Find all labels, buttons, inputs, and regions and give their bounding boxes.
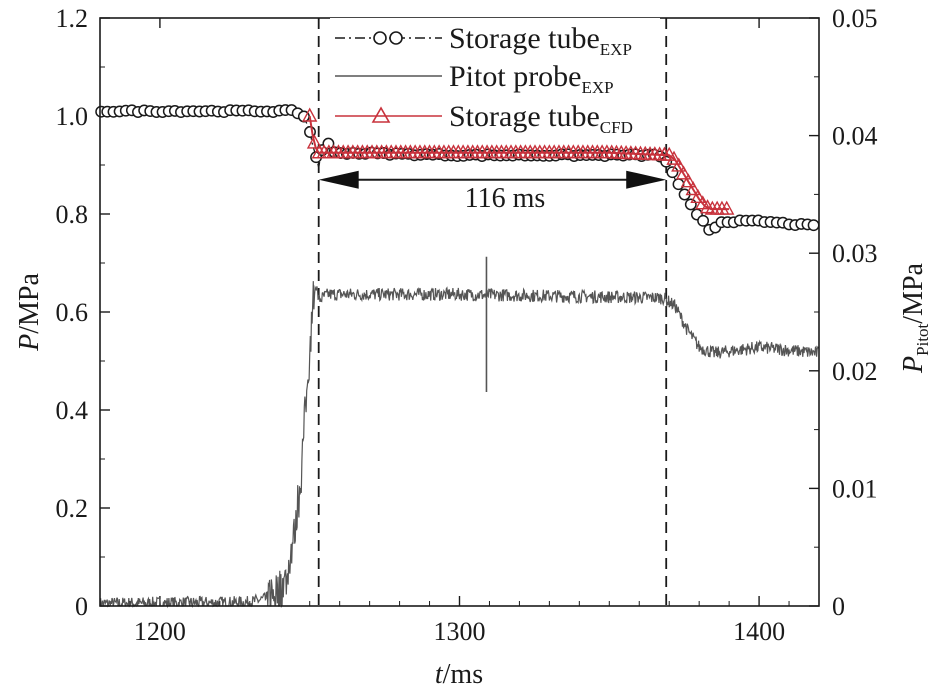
x-axis-title: t/ms bbox=[435, 659, 483, 690]
legend-item-pitot-probe: Pitot probeEXP bbox=[335, 60, 614, 97]
y-right-tick-label: 0.01 bbox=[832, 474, 878, 503]
legend-name-storage-tube-cfd: Storage tube bbox=[449, 100, 600, 133]
y-left-tick-label: 1.0 bbox=[56, 102, 89, 131]
y-left-axis-title-var: P bbox=[14, 334, 45, 352]
duration-arrow-head-right bbox=[626, 170, 667, 189]
legend-sub-storage-tube-cfd: CFD bbox=[600, 118, 633, 137]
y-right-axis-title-unit: /MPa bbox=[898, 262, 929, 323]
y-right-axis-title-sub: Pitot bbox=[913, 323, 932, 355]
legend-sub-storage-tube-exp: EXP bbox=[600, 40, 632, 59]
legend-item-storage-tube-exp: Storage tubeEXP bbox=[335, 22, 632, 59]
y-left-tick-label: 0.8 bbox=[56, 200, 89, 229]
x-tick-label: 1200 bbox=[134, 617, 186, 646]
legend-label-pitot-probe: Pitot probeEXP bbox=[449, 60, 614, 97]
storage-tube-exp-point bbox=[666, 166, 679, 179]
storage-tube-exp-point bbox=[697, 214, 710, 227]
y-left-axis-title-unit: /MPa bbox=[14, 273, 45, 334]
storage-tube-exp-point bbox=[684, 198, 697, 211]
storage-tube-exp-point bbox=[672, 178, 685, 191]
y-right-tick-label: 0.02 bbox=[832, 357, 878, 386]
legend-swatch-cfd-marker bbox=[371, 106, 391, 123]
x-tick-label: 1400 bbox=[733, 617, 785, 646]
legend-name-storage-tube-exp: Storage tube bbox=[449, 22, 600, 55]
y-left-tick-label: 0.2 bbox=[56, 494, 89, 523]
y-right-axis-title-var: P bbox=[898, 356, 929, 374]
y-right-tick-label: 0.04 bbox=[832, 122, 878, 151]
duration-arrow-head-left bbox=[318, 170, 359, 189]
storage-tube-cfd-series bbox=[302, 107, 735, 215]
y-left-tick-label: 0.6 bbox=[56, 298, 89, 327]
x-axis-title-unit: /ms bbox=[443, 659, 483, 690]
storage-tube-cfd-point bbox=[302, 107, 318, 122]
y-left-axis-title: P/MPa bbox=[14, 273, 45, 352]
pitot-probe-line bbox=[99, 281, 819, 609]
legend-swatch-exp-marker-2 bbox=[389, 31, 403, 45]
x-axis-ticks: 1200 1300 1400 bbox=[129, 18, 790, 646]
dashed-window-lines bbox=[317, 18, 668, 606]
y-left-tick-label: 0 bbox=[75, 592, 88, 621]
duration-label: 116 ms bbox=[465, 183, 546, 214]
legend-sub-pitot-probe: EXP bbox=[582, 78, 614, 97]
storage-tube-exp-point bbox=[322, 137, 335, 150]
legend-name-pitot-probe: Pitot probe bbox=[449, 60, 582, 93]
storage-tube-exp-point bbox=[807, 219, 820, 232]
storage-tube-cfd-point bbox=[675, 165, 692, 180]
plot-content bbox=[95, 18, 820, 609]
storage-tube-cfd-point bbox=[685, 181, 701, 196]
legend-swatch-exp-marker-1 bbox=[373, 31, 387, 45]
storage-tube-cfd-point bbox=[719, 200, 735, 215]
legend-label-storage-tube-exp: Storage tubeEXP bbox=[449, 22, 632, 59]
pitot-probe-series bbox=[99, 256, 819, 609]
storage-tube-cfd-point bbox=[306, 134, 323, 149]
y-left-tick-label: 0.4 bbox=[56, 396, 89, 425]
x-axis-title-var: t bbox=[435, 659, 444, 690]
y-right-tick-label: 0.05 bbox=[832, 4, 878, 33]
storage-tube-cfd-point bbox=[680, 173, 697, 188]
y-left-axis-ticks: 0 0.2 0.4 0.6 0.8 1.0 1.2 bbox=[56, 4, 110, 621]
y-right-axis-ticks: 0 0.01 0.02 0.03 0.04 0.05 bbox=[809, 4, 878, 621]
duration-arrow bbox=[318, 170, 667, 189]
storage-tube-cfd-point bbox=[671, 157, 687, 172]
y-right-tick-label: 0 bbox=[832, 592, 845, 621]
storage-tube-cfd-point bbox=[690, 188, 706, 204]
storage-tube-cfd-point bbox=[699, 199, 716, 214]
y-right-tick-label: 0.03 bbox=[832, 239, 878, 268]
y-left-tick-label: 1.2 bbox=[56, 4, 89, 33]
y-right-axis-title: PPitot/MPa bbox=[898, 262, 932, 373]
legend-label-storage-tube-cfd: Storage tubeCFD bbox=[449, 100, 633, 137]
x-tick-label: 1300 bbox=[434, 617, 486, 646]
legend: Storage tubeEXP Pitot probeEXP Storage t… bbox=[330, 18, 660, 137]
storage-tube-cfd-point bbox=[666, 150, 682, 165]
legend-item-storage-tube-cfd: Storage tubeCFD bbox=[335, 100, 633, 137]
